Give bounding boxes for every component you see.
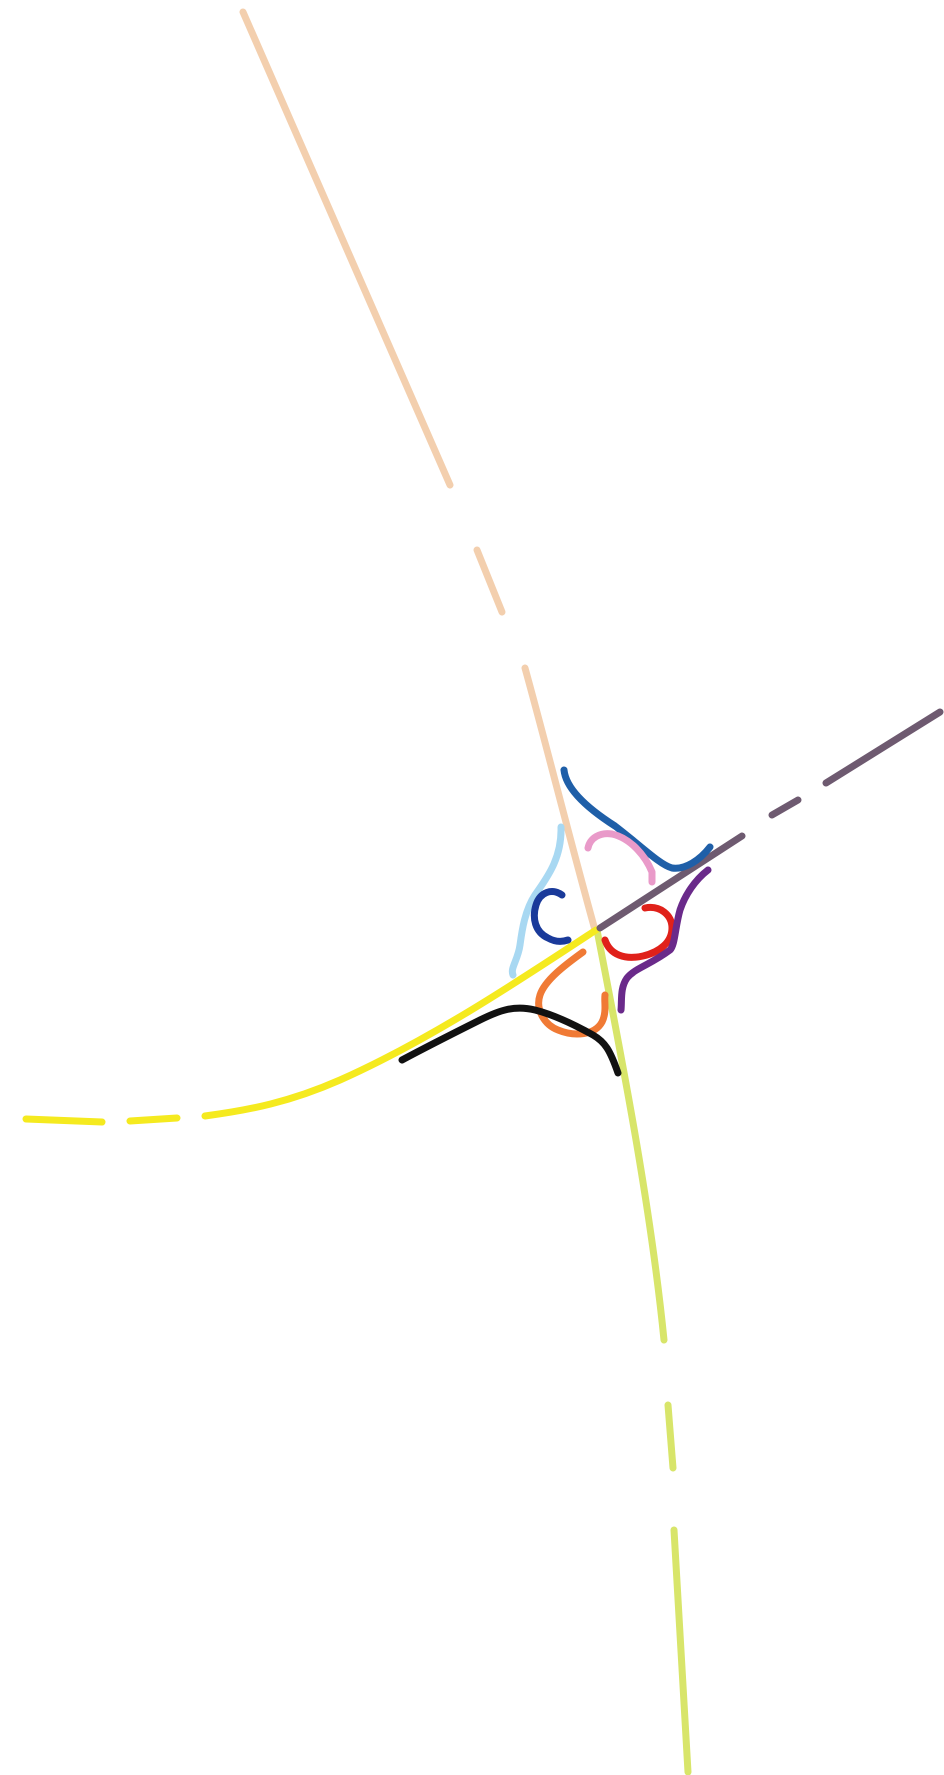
south-approach-road-segment-2 xyxy=(664,1401,677,1472)
south-approach-road xyxy=(593,926,668,1344)
east-approach-road xyxy=(596,832,746,932)
north-approach-road xyxy=(239,8,454,489)
ramp-north-east-outer xyxy=(560,766,714,872)
ramp-loop-red xyxy=(601,903,676,961)
east-approach-road-segment-2 xyxy=(768,796,802,819)
north-approach-road-segment-3 xyxy=(521,664,599,934)
ramps xyxy=(398,766,714,1077)
north-approach-road-segment-2 xyxy=(473,546,506,616)
ramp-south-west-outer xyxy=(398,1004,622,1077)
west-approach-road xyxy=(201,926,600,1120)
ramp-loop-navy xyxy=(530,888,572,945)
ramp-loop-pink xyxy=(584,830,656,886)
west-approach-road-segment-3 xyxy=(22,1115,106,1126)
east-approach-road-segment-3 xyxy=(822,708,944,787)
ramp-south-east-outer xyxy=(617,866,712,1014)
west-approach-road-segment-2 xyxy=(126,1114,181,1125)
ramp-north-west-outer xyxy=(508,823,565,979)
mainlines xyxy=(22,8,944,1775)
south-approach-road-segment-3 xyxy=(670,1526,692,1775)
ramp-loop-orange xyxy=(535,948,609,1038)
